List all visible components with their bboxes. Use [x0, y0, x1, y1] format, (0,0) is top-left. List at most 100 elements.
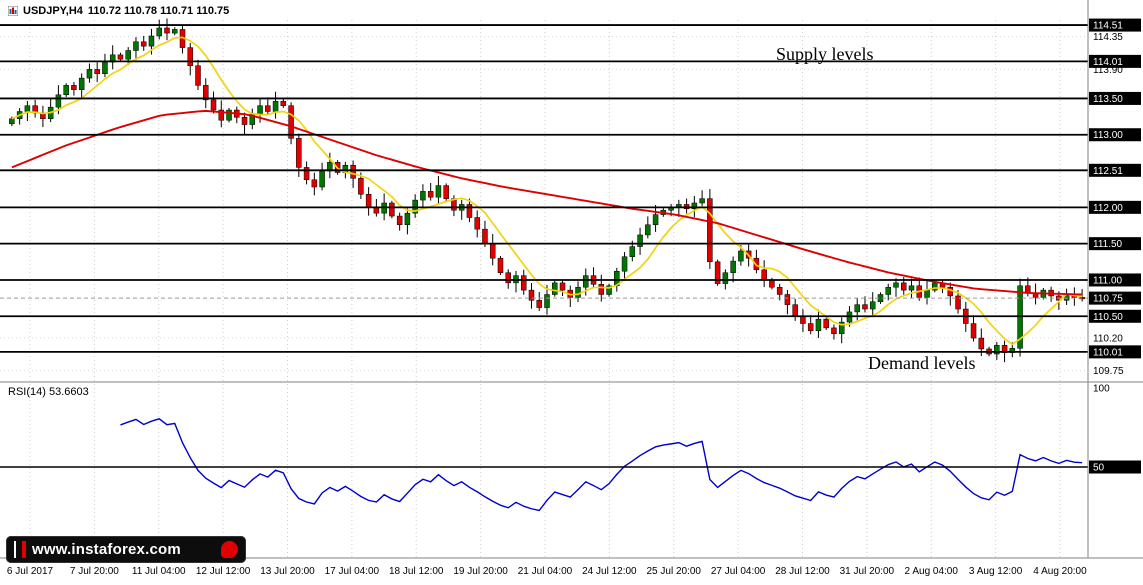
- price-tag-label: 114.51: [1093, 21, 1123, 32]
- time-axis-label[interactable]: 28 Jul 12:00: [775, 566, 830, 577]
- price-axis-label[interactable]: 113.90: [1093, 65, 1123, 76]
- ma-fast-line: [11, 36, 1083, 346]
- price-tag: [1089, 237, 1141, 251]
- candle-body-up: [606, 285, 612, 295]
- candle-body-down: [970, 323, 977, 339]
- candle-body-down: [497, 257, 504, 273]
- candle-body-down: [769, 279, 775, 288]
- price-tag: [1089, 163, 1141, 177]
- candle-body-down: [474, 217, 480, 230]
- demand-levels-annotation: Demand levels: [868, 353, 976, 373]
- time-axis-label[interactable]: 18 Jul 12:00: [389, 566, 444, 577]
- ohlc-values: 110.72 110.78 110.71 110.75: [87, 5, 230, 17]
- candle-body-down: [955, 295, 961, 310]
- rsi-line: [120, 418, 1083, 512]
- candle-body-down: [288, 105, 294, 139]
- price-axis-label[interactable]: 114.35: [1093, 32, 1123, 43]
- candle-body-down: [900, 282, 907, 291]
- price-tag-label: 114.01: [1093, 57, 1123, 68]
- candle-body-down: [358, 178, 364, 195]
- candle-body-up: [652, 214, 659, 226]
- candle-body-up: [9, 118, 15, 125]
- candle-body-down: [443, 185, 449, 199]
- candle-body-up: [893, 282, 899, 288]
- price-tag: [1089, 91, 1141, 105]
- candle-body-down: [800, 316, 806, 324]
- candle-body-down: [195, 65, 201, 86]
- candle-body-up: [171, 29, 178, 34]
- time-axis-label[interactable]: 17 Jul 04:00: [325, 566, 380, 577]
- candle-body-down: [303, 167, 310, 181]
- candle-body-up: [78, 77, 85, 90]
- time-axis-label[interactable]: 19 Jul 20:00: [453, 566, 508, 577]
- candle-body-down: [396, 215, 403, 226]
- price-tag: [1089, 18, 1141, 32]
- candle-body-up: [621, 256, 628, 272]
- candle-body-up: [722, 272, 729, 284]
- candle-body-up: [924, 289, 930, 298]
- logo-text: www.instaforex.com: [32, 541, 181, 558]
- price-tag: [1089, 200, 1141, 214]
- time-axis-label[interactable]: 27 Jul 04:00: [711, 566, 766, 577]
- time-axis-label[interactable]: 4 Aug 20:00: [1033, 566, 1087, 577]
- symbol-ohlc-header: USDJPY,H4 110.72 110.78 110.71 110.75: [8, 5, 229, 17]
- candle-body-down: [792, 304, 798, 317]
- price-axis-label[interactable]: 110.20: [1093, 334, 1123, 345]
- candle-body-down: [559, 282, 566, 291]
- time-axis-label[interactable]: 24 Jul 12:00: [582, 566, 637, 577]
- logo-red-bar: [22, 541, 26, 558]
- price-tag: [1089, 309, 1141, 323]
- candle-body-down: [784, 294, 791, 305]
- candle-body-up: [435, 185, 442, 198]
- time-axis-label[interactable]: 31 Jul 20:00: [840, 566, 895, 577]
- ma-slow-line: [11, 109, 1083, 296]
- price-tag: [1089, 291, 1141, 305]
- candle-body-down: [831, 327, 837, 334]
- candle-body-down: [482, 228, 488, 244]
- candle-body-down: [265, 105, 271, 112]
- candle-body-up: [86, 69, 93, 79]
- candle-body-up: [552, 282, 558, 295]
- candle-body-down: [807, 323, 814, 332]
- rsi-axis-label[interactable]: 100: [1093, 384, 1110, 395]
- candle-body-up: [226, 109, 232, 121]
- candle-body-up: [908, 285, 915, 291]
- rsi-tag-label: 50: [1093, 463, 1105, 474]
- candle-body-down: [210, 99, 217, 111]
- time-axis-label[interactable]: 2 Aug 04:00: [905, 566, 959, 577]
- time-axis-label[interactable]: 12 Jul 12:00: [196, 566, 251, 577]
- symbol-label: USDJPY,H4: [23, 5, 83, 17]
- instaforex-logo: www.instaforex.com: [6, 536, 246, 563]
- rsi-indicator-label: RSI(14) 53.6603: [8, 386, 89, 398]
- candle-body-up: [544, 294, 550, 308]
- price-tag-label: 113.50: [1093, 94, 1123, 105]
- time-axis-label[interactable]: 6 Jul 2017: [7, 566, 54, 577]
- candle-body-down: [536, 300, 542, 308]
- candle-body-down: [164, 27, 170, 34]
- time-axis-label[interactable]: 3 Aug 12:00: [969, 566, 1023, 577]
- time-axis-label[interactable]: 7 Jul 20:00: [70, 566, 119, 577]
- time-axis-label[interactable]: 13 Jul 20:00: [260, 566, 315, 577]
- time-axis-label[interactable]: 25 Jul 20:00: [647, 566, 702, 577]
- price-tag: [1089, 345, 1141, 359]
- candle-body-up: [699, 198, 705, 204]
- time-axis-label[interactable]: 21 Jul 04:00: [518, 566, 573, 577]
- price-tag: [1089, 54, 1141, 68]
- chart-icon: [8, 6, 18, 16]
- candle-body-down: [823, 318, 829, 329]
- candle-body-down: [753, 257, 760, 271]
- price-axis-label[interactable]: 109.75: [1093, 366, 1124, 377]
- candle-body-down: [776, 286, 783, 295]
- logo-white-bar: [14, 541, 16, 558]
- candle-body-up: [102, 61, 108, 74]
- candle-body-up: [575, 286, 581, 298]
- time-axis-label[interactable]: 11 Jul 04:00: [132, 566, 186, 577]
- candle-body-down: [505, 272, 511, 284]
- price-tag-label: 111.00: [1093, 275, 1123, 286]
- price-tag: [1089, 128, 1141, 142]
- candle-body-down: [489, 243, 496, 259]
- candle-body-down: [862, 304, 868, 310]
- supply-levels-annotation: Supply levels: [776, 44, 874, 64]
